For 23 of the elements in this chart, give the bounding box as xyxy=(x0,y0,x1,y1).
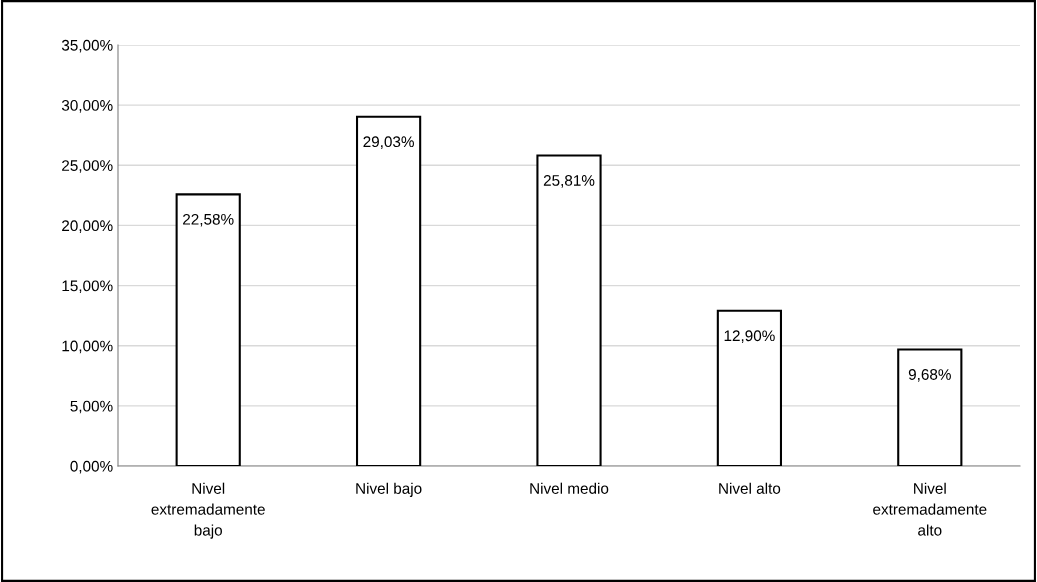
bar xyxy=(897,348,963,466)
bar xyxy=(355,115,422,466)
bar xyxy=(175,193,241,466)
x-tick-label: Nivel alto xyxy=(719,482,781,494)
y-tick-label: 10,00% xyxy=(62,340,113,354)
x-tick-label: Nivel bajo xyxy=(356,482,422,497)
data-label: 25,81% xyxy=(543,175,595,188)
y-tick-label: 15,00% xyxy=(62,280,113,294)
y-tick-label: 5,00% xyxy=(70,400,113,414)
y-tick-label: 25,00% xyxy=(62,160,113,173)
data-label: 22,58% xyxy=(183,213,234,227)
y-tick-label: 0,00% xyxy=(70,460,113,474)
x-tick-label: Nivel extremadamente bajo xyxy=(151,482,265,539)
y-tick-label: 35,00% xyxy=(61,39,113,53)
bar xyxy=(536,154,602,466)
y-tick-label: 30,00% xyxy=(61,100,113,113)
data-label: 9,68% xyxy=(908,369,951,382)
y-tick-label: 20,00% xyxy=(62,220,113,233)
bar xyxy=(716,309,783,466)
x-tick-label: Nivel extremadamente alto xyxy=(873,482,987,536)
data-label: 29,03% xyxy=(363,136,414,149)
x-tick-label: Nivel medio xyxy=(530,482,609,494)
data-label: 12,90% xyxy=(724,330,775,343)
